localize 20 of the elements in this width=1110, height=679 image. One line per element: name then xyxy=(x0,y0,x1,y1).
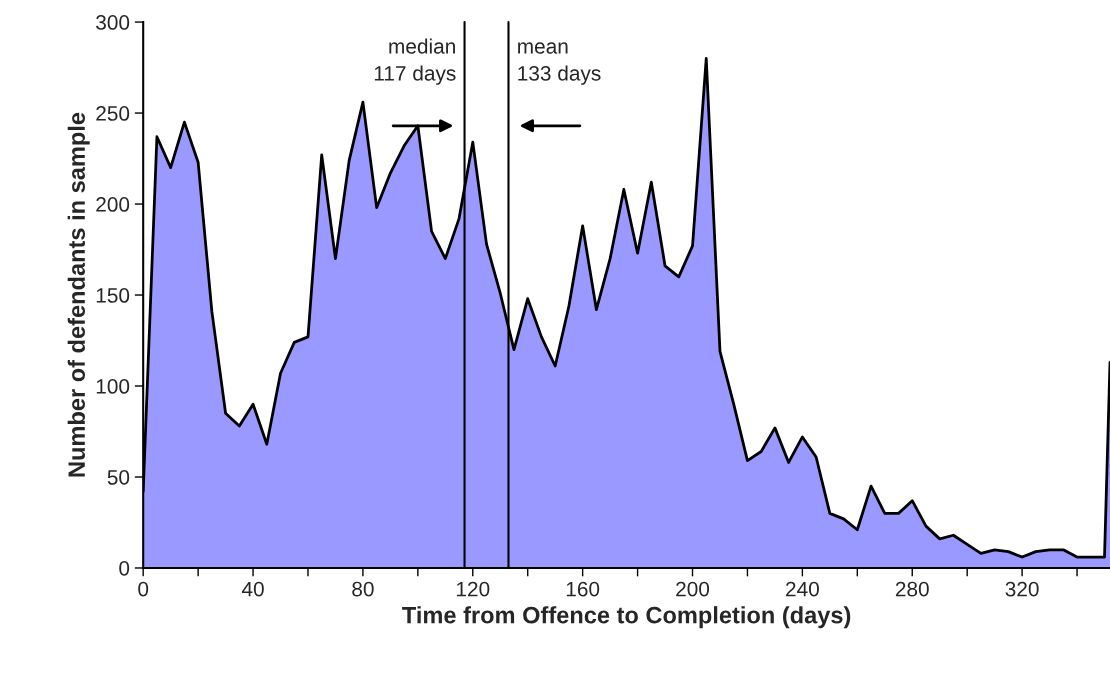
x-tick-label: 280 xyxy=(895,581,929,597)
y-tick-label: 0 xyxy=(119,560,130,576)
x-tick-label: 200 xyxy=(676,581,710,597)
x-tick-label: 320 xyxy=(1005,581,1039,597)
x-tick-label: 120 xyxy=(456,581,490,597)
y-tick-label: 200 xyxy=(96,197,130,212)
y-tick-label: 150 xyxy=(96,288,130,303)
y-tick-label: 50 xyxy=(107,470,130,485)
y-tick-label: 300 xyxy=(96,15,130,30)
x-tick-label: 80 xyxy=(352,581,374,597)
y-tick-label: 100 xyxy=(96,379,130,394)
ref-line-label: mean 133 days xyxy=(518,42,601,85)
y-tick-label: 250 xyxy=(96,106,130,121)
x-tick-label: 240 xyxy=(786,581,819,597)
x-axis-title: Time from Offence to Completion (days) xyxy=(402,606,851,629)
x-tick-label: 40 xyxy=(241,581,264,597)
x-tick-label: 160 xyxy=(566,581,600,597)
y-axis-title: Number of defendants in sample xyxy=(67,112,90,477)
ref-line-label: median 117 days xyxy=(374,38,456,85)
x-tick-label: 0 xyxy=(138,581,149,597)
